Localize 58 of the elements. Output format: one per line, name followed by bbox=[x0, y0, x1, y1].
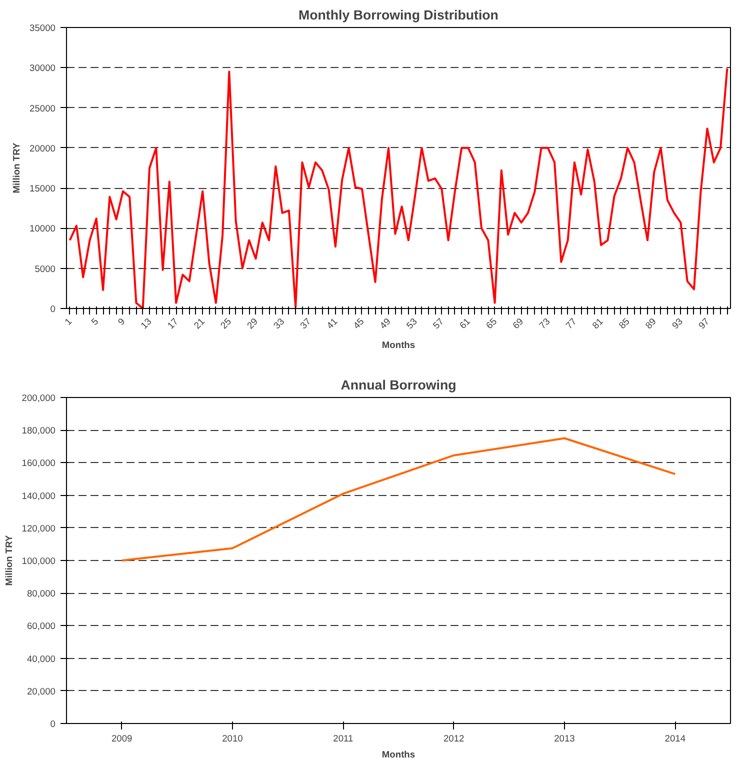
y-tick-label: 180,000 bbox=[22, 426, 56, 436]
y-tick-label: 200,000 bbox=[22, 393, 56, 403]
line-series bbox=[120, 437, 676, 562]
x-tick-label: 13 bbox=[138, 316, 154, 331]
x-tick-label: 65 bbox=[484, 316, 499, 331]
x-tick-label: 93 bbox=[670, 316, 685, 331]
x-axis-title: Months bbox=[382, 750, 416, 760]
x-tick-label: 2010 bbox=[222, 734, 243, 744]
x-tick-label: 2013 bbox=[554, 734, 575, 744]
y-tick-label: 5000 bbox=[34, 264, 56, 274]
x-tick-label: 21 bbox=[192, 316, 207, 331]
x-tick-label: 61 bbox=[458, 316, 472, 331]
y-tick-label: 20,000 bbox=[26, 686, 56, 696]
x-tick-label: 85 bbox=[617, 316, 632, 331]
chart-title: Monthly Borrowing Distribution bbox=[298, 8, 498, 22]
x-tick-label: 2009 bbox=[111, 734, 132, 744]
x-tick-label: 81 bbox=[590, 316, 605, 331]
y-tick-label: 0 bbox=[50, 304, 56, 314]
x-tick-label: 9 bbox=[116, 316, 127, 328]
x-tick-label: 25 bbox=[218, 316, 234, 331]
y-tick-label: 15000 bbox=[30, 184, 56, 194]
x-tick-label: 37 bbox=[298, 316, 313, 331]
x-tick-label: 2014 bbox=[664, 734, 686, 744]
x-tick-label: 33 bbox=[272, 316, 286, 331]
y-tick-label: 60,000 bbox=[26, 621, 56, 632]
y-tick-label: 25000 bbox=[30, 103, 56, 114]
x-tick-label: 89 bbox=[644, 316, 658, 331]
y-tick-label: 120,000 bbox=[22, 523, 56, 534]
y-axis-title: Million TRY bbox=[12, 142, 22, 194]
x-tick-label: 2011 bbox=[333, 734, 354, 744]
x-tick-label: 73 bbox=[537, 316, 552, 331]
line-series bbox=[68, 67, 728, 308]
x-tick-label: 49 bbox=[378, 316, 392, 331]
x-tick-label: 69 bbox=[510, 316, 526, 331]
y-tick-label: 0 bbox=[50, 719, 56, 729]
y-tick-label: 40,000 bbox=[26, 654, 56, 664]
x-tick-label: 45 bbox=[351, 316, 366, 331]
x-tick-label: 1 bbox=[62, 316, 74, 328]
x-axis-title: Months bbox=[382, 340, 416, 350]
x-tick-label: 77 bbox=[564, 316, 578, 331]
y-tick-label: 80,000 bbox=[26, 588, 56, 599]
y-tick-label: 35000 bbox=[30, 23, 56, 33]
y-tick-label: 140,000 bbox=[22, 490, 56, 501]
y-tick-label: 10000 bbox=[30, 224, 56, 234]
y-tick-label: 20000 bbox=[30, 143, 56, 154]
x-tick-label: 97 bbox=[696, 316, 712, 331]
y-tick-label: 100,000 bbox=[22, 556, 56, 566]
x-tick-label: 53 bbox=[404, 316, 419, 331]
x-tick-label: 41 bbox=[324, 316, 340, 331]
x-tick-label: 5 bbox=[90, 316, 100, 328]
x-tick-label: 2012 bbox=[443, 734, 464, 744]
y-axis-title: Million TRY bbox=[4, 534, 14, 586]
x-tick-label: 57 bbox=[431, 316, 446, 331]
x-tick-label: 29 bbox=[245, 316, 260, 331]
y-tick-label: 160,000 bbox=[22, 458, 56, 468]
x-tick-label: 17 bbox=[166, 316, 180, 331]
y-tick-label: 30000 bbox=[30, 63, 56, 74]
chart-title: Annual Borrowing bbox=[340, 378, 456, 392]
